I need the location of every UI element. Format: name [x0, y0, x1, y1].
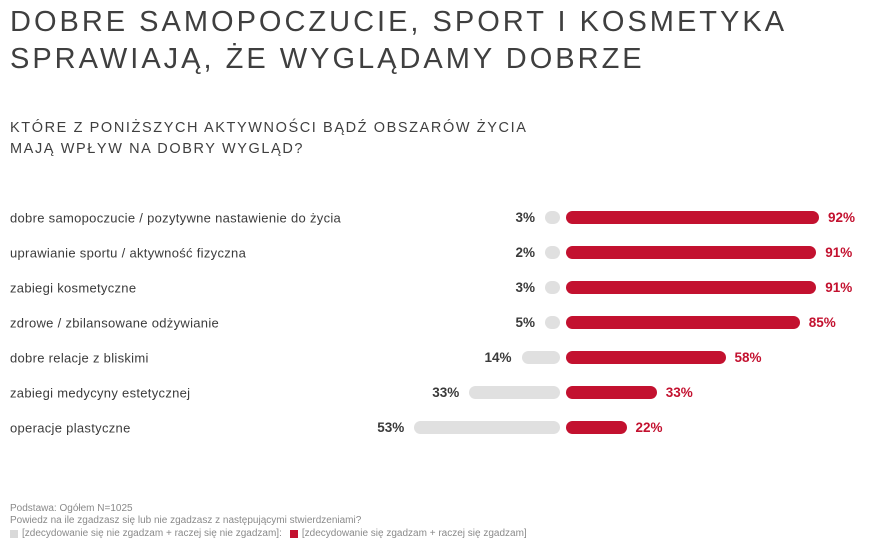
legend-label-agree: [zdecydowanie się zgadzam + raczej się z… — [301, 527, 527, 539]
agree-bar — [566, 386, 657, 399]
survey-question: KTÓRE Z PONIŻSZYCH AKTYWNOŚCI BĄDŹ OBSZA… — [10, 118, 865, 160]
disagree-value: 5% — [515, 315, 535, 330]
agree-bar — [566, 211, 819, 224]
chart-row: uprawianie sportu / aktywność fizyczna 2… — [10, 235, 865, 270]
disagree-value: 3% — [515, 280, 535, 295]
legend-swatch-agree — [289, 529, 298, 538]
agree-bar — [566, 316, 800, 329]
disagree-group: 14% — [10, 350, 560, 365]
agree-group: 91% — [566, 280, 852, 295]
disagree-bar — [545, 281, 560, 294]
footnote: Podstawa: Ogółem N=1025 Powiedz na ile z… — [10, 503, 527, 541]
disagree-value: 33% — [432, 385, 460, 400]
chart-row: dobre samopoczucie / pozytywne nastawien… — [10, 200, 865, 235]
agree-bar — [566, 246, 817, 259]
agree-value: 91% — [825, 280, 853, 295]
disagree-bar — [545, 211, 560, 224]
disagree-bar — [414, 421, 560, 434]
disagree-value: 14% — [484, 350, 512, 365]
disagree-group: 53% — [10, 420, 560, 435]
disagree-group: 3% — [10, 280, 560, 295]
agree-group: 85% — [566, 315, 836, 330]
agree-value: 91% — [825, 245, 853, 260]
disagree-value: 2% — [515, 245, 535, 260]
agree-group: 22% — [566, 420, 663, 435]
agree-group: 58% — [566, 350, 762, 365]
agree-value: 33% — [665, 385, 693, 400]
disagree-value: 3% — [515, 210, 535, 225]
disagree-bar — [469, 386, 560, 399]
disagree-group: 33% — [10, 385, 560, 400]
page-title-line-2: SPRAWIAJĄ, ŻE WYGLĄDAMY DOBRZE — [10, 43, 645, 75]
agree-value: 58% — [734, 350, 762, 365]
disagree-group: 3% — [10, 210, 560, 225]
agree-group: 33% — [566, 385, 693, 400]
disagree-bar — [545, 246, 560, 259]
category-label: zabiegi kosmetyczne — [10, 280, 137, 295]
agree-value: 22% — [635, 420, 663, 435]
disagree-bar — [521, 351, 560, 364]
chart-row: zdrowe / zbilansowane odżywianie 5% 85% — [10, 305, 865, 340]
agree-bar — [566, 281, 817, 294]
survey-question-line-1: KTÓRE Z PONIŻSZYCH AKTYWNOŚCI BĄDŹ OBSZA… — [10, 120, 528, 136]
agree-group: 91% — [566, 245, 852, 260]
category-label: zabiegi medycyny estetycznej — [10, 385, 191, 400]
disagree-group: 2% — [10, 245, 560, 260]
disagree-group: 5% — [10, 315, 560, 330]
chart-row: zabiegi kosmetyczne 3% 91% — [10, 270, 865, 305]
chart-row: operacje plastyczne 53% 22% — [10, 410, 865, 445]
page: DOBRE SAMOPOCZUCIE, SPORT I KOSMETYKA SPR… — [10, 4, 865, 445]
page-title: DOBRE SAMOPOCZUCIE, SPORT I KOSMETYKA SPR… — [10, 4, 865, 78]
chart-row: zabiegi medycyny estetycznej 33% 33% — [10, 375, 865, 410]
legend-swatch-disagree — [10, 529, 18, 538]
page-title-line-1: DOBRE SAMOPOCZUCIE, SPORT I KOSMETYKA — [10, 6, 788, 38]
legend-label-disagree: [zdecydowanie się nie zgadzam + raczej s… — [22, 527, 282, 539]
agree-value: 92% — [828, 210, 856, 225]
agree-bar — [566, 351, 726, 364]
survey-question-note: Powiedz na ile zgadzasz się lub nie zgad… — [10, 515, 362, 526]
disagree-value: 53% — [377, 420, 405, 435]
basis-note: Podstawa: Ogółem N=1025 — [10, 502, 133, 514]
category-label: operacje plastyczne — [10, 420, 131, 435]
agree-value: 85% — [808, 315, 836, 330]
category-label: zdrowe / zbilansowane odżywianie — [10, 315, 220, 330]
category-label: uprawianie sportu / aktywność fizyczna — [10, 245, 247, 260]
category-label: dobre samopoczucie / pozytywne nastawien… — [10, 210, 342, 225]
chart-row: dobre relacje z bliskimi 14% 58% — [10, 340, 865, 375]
agree-group: 92% — [566, 210, 855, 225]
legend: [zdecydowanie się nie zgadzam + raczej s… — [10, 528, 527, 541]
disagree-bar — [545, 316, 560, 329]
diverging-bar-chart: dobre samopoczucie / pozytywne nastawien… — [10, 200, 865, 445]
agree-bar — [566, 421, 627, 434]
survey-question-line-2: MAJĄ WPŁYW NA DOBRY WYGLĄD? — [10, 141, 305, 157]
category-label: dobre relacje z bliskimi — [10, 350, 149, 365]
